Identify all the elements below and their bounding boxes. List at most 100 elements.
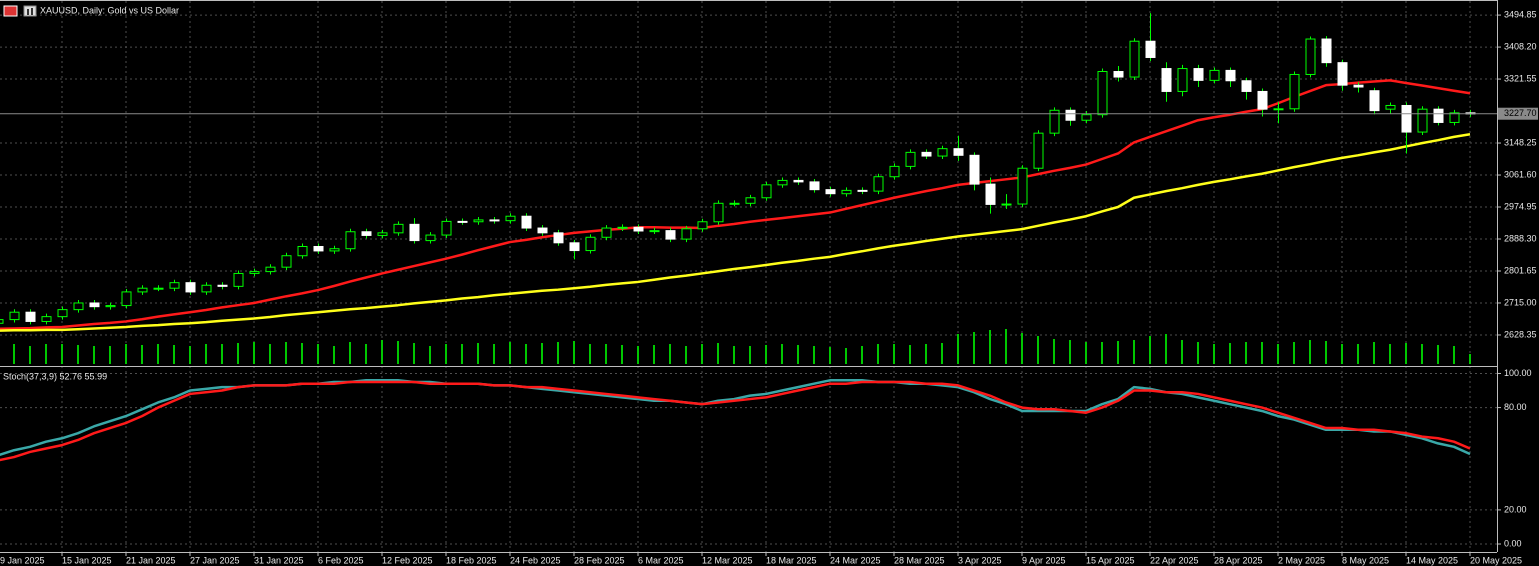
volume-bar (1453, 346, 1455, 364)
candle-body (473, 219, 484, 223)
volume-bar (909, 345, 911, 364)
candle-body (729, 202, 740, 205)
candle-body (825, 189, 836, 195)
volume-bar (845, 348, 847, 364)
volume-bar (797, 345, 799, 364)
candle-body (1289, 73, 1300, 110)
y-tick-label: 3061.60 (1504, 169, 1537, 179)
candle-body (281, 255, 292, 268)
candle-body (1225, 69, 1236, 82)
candle-body (953, 148, 964, 156)
volume-bar (861, 346, 863, 364)
volume-bar (1117, 341, 1119, 364)
volume-bar (1213, 344, 1215, 364)
volume-bar (477, 343, 479, 364)
volume-bar (45, 344, 47, 364)
candle-body (489, 219, 500, 222)
volume-bar (653, 345, 655, 364)
candle-body (1161, 68, 1172, 92)
candle-body (1177, 68, 1188, 92)
volume-bar (957, 334, 959, 364)
volume-bar (1133, 340, 1135, 364)
candle-body (1049, 109, 1060, 134)
candle-body (25, 311, 36, 322)
candle-body (1417, 108, 1428, 133)
candle-body (761, 184, 772, 199)
volume-bar (621, 345, 623, 364)
volume-bar (605, 344, 607, 364)
current-price-box (1498, 107, 1538, 120)
x-tick-label: 14 May 2025 (1406, 555, 1458, 565)
volume-bar (61, 344, 63, 364)
y-tick-label: 100.00 (1504, 368, 1532, 378)
volume-bar (781, 344, 783, 364)
candle-body (1065, 109, 1076, 121)
volume-bar (829, 347, 831, 364)
volume-bar (157, 344, 159, 364)
moving-average-line (0, 79, 1471, 331)
y-tick-label: 3408.20 (1504, 41, 1537, 51)
candle-body (1113, 71, 1124, 78)
x-tick-label: 15 Jan 2025 (62, 555, 112, 565)
x-tick-label: 28 Apr 2025 (1214, 555, 1263, 565)
x-tick-label: 18 Feb 2025 (446, 555, 497, 565)
candle-body (345, 231, 356, 250)
candle-body (1145, 40, 1156, 58)
candle-body (697, 221, 708, 230)
candle-body (1305, 38, 1316, 75)
volume-bar (1197, 342, 1199, 364)
candle-body (569, 242, 580, 252)
candle-body (809, 181, 820, 191)
volume-bar (749, 346, 751, 364)
volume-bar (1469, 354, 1471, 364)
volume-bar (461, 344, 463, 364)
x-tick-label: 18 Mar 2025 (766, 555, 817, 565)
volume-bar (1165, 334, 1167, 364)
x-tick-label: 3 Apr 2025 (958, 555, 1002, 565)
volume-bar (685, 346, 687, 364)
candle-body (713, 202, 724, 223)
volume-bar (1437, 345, 1439, 364)
candle-body (1433, 108, 1444, 123)
volume-bar (189, 346, 191, 364)
y-tick-label: 2801.65 (1504, 265, 1537, 275)
candle-body (665, 230, 676, 240)
candle-body (1033, 132, 1044, 169)
volume-bar (765, 345, 767, 364)
candle-body (217, 284, 228, 287)
candle-body (185, 282, 196, 293)
volume-bar (637, 346, 639, 364)
x-tick-label: 20 May 2025 (1470, 555, 1522, 565)
volume-bar (1229, 343, 1231, 364)
candle-body (233, 272, 244, 287)
chart-icon-bar (31, 8, 33, 15)
volume-bar (877, 344, 879, 364)
candle-body (1017, 167, 1028, 205)
y-tick-label: 3148.25 (1504, 137, 1537, 147)
volume-bar (1245, 342, 1247, 364)
candle-body (1401, 104, 1412, 133)
volume-bar (1373, 342, 1375, 364)
volume-bar (893, 344, 895, 364)
volume-bar (1037, 336, 1039, 364)
volume-bar (429, 346, 431, 364)
volume-bar (1101, 342, 1103, 364)
candle-body (873, 176, 884, 192)
grid-layer (0, 1, 1497, 552)
volume-bar (925, 344, 927, 364)
x-tick-label: 6 Feb 2025 (318, 555, 364, 565)
candle-body (745, 197, 756, 204)
volume-bar (125, 344, 127, 364)
y-tick-label: 20.00 (1504, 504, 1527, 514)
candle-body (169, 282, 180, 289)
volume-bar (1293, 342, 1295, 364)
candle-body (1129, 40, 1140, 78)
candle-body (153, 287, 164, 290)
volume-bar (1325, 341, 1327, 364)
y-tick-label: 0.00 (1504, 538, 1522, 548)
candle-body (1257, 90, 1268, 110)
stochastic-line (0, 380, 1471, 462)
volume-bar (221, 344, 223, 364)
